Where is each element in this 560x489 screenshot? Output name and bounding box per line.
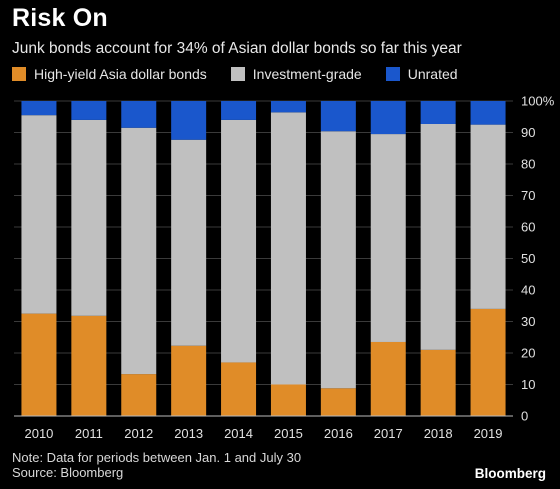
x-tick-label: 2013 xyxy=(174,426,203,441)
chart-title: Risk On xyxy=(12,4,108,32)
bar-segment-investment-grade xyxy=(420,123,456,350)
bar-segment-unrated xyxy=(71,101,107,120)
y-tick-label: 50 xyxy=(521,251,535,266)
y-tick-label: 40 xyxy=(521,283,535,298)
bar-segment-investment-grade xyxy=(470,124,506,309)
x-tick-label: 2011 xyxy=(75,426,103,441)
bar-segment-high-yield xyxy=(470,308,506,416)
legend-swatch-unrated xyxy=(385,67,400,81)
bar-segment-investment-grade xyxy=(221,119,257,363)
bar-segment-investment-grade xyxy=(370,134,406,342)
data-note: Note: Data for periods between Jan. 1 an… xyxy=(12,450,302,465)
bar-segment-high-yield xyxy=(21,313,57,416)
bar-segment-unrated xyxy=(370,101,406,135)
bar-segment-investment-grade xyxy=(171,139,207,346)
chart-subtitle: Junk bonds account for 34% of Asian doll… xyxy=(12,40,462,57)
y-tick-label: 20 xyxy=(521,346,535,361)
y-tick-label: 80 xyxy=(521,157,535,172)
y-tick-label: 10 xyxy=(521,377,535,392)
bar-segment-unrated xyxy=(21,101,57,116)
legend-label-unrated: Unrated xyxy=(407,66,458,82)
bar-segment-high-yield xyxy=(370,341,406,416)
bar-segment-unrated xyxy=(320,101,356,132)
bar-segment-high-yield xyxy=(270,384,306,416)
bar-segment-unrated xyxy=(171,101,207,140)
y-tick-label: 0 xyxy=(521,409,528,424)
bar-segment-unrated xyxy=(121,101,157,128)
x-tick-label: 2019 xyxy=(474,426,503,441)
bloomberg-logo: Bloomberg xyxy=(474,466,546,481)
footer-note: Note: Data for periods between Jan. 1 an… xyxy=(12,450,301,480)
bar-segment-high-yield xyxy=(221,362,257,416)
y-tick-label: 30 xyxy=(521,314,535,329)
legend-item-investment-grade: Investment-grade xyxy=(230,66,362,82)
x-tick-label: 2016 xyxy=(324,426,353,441)
bar-segment-high-yield xyxy=(71,315,107,416)
bar-segment-unrated xyxy=(420,101,456,124)
bar-segment-investment-grade xyxy=(121,127,157,375)
bar-segment-investment-grade xyxy=(320,131,356,389)
legend-item-unrated: Unrated xyxy=(385,66,458,82)
bar-segment-unrated xyxy=(270,101,306,113)
y-tick-label: 60 xyxy=(521,220,535,235)
legend-swatch-high-yield xyxy=(12,67,26,81)
x-tick-label: 2012 xyxy=(124,426,153,441)
legend: High-yield Asia dollar bonds Investment-… xyxy=(12,66,482,82)
bar-segment-high-yield xyxy=(420,349,456,416)
bar-segment-unrated xyxy=(470,101,506,125)
bar-segment-high-yield xyxy=(320,388,356,416)
bar-segment-unrated xyxy=(221,101,257,120)
x-tick-label: 2010 xyxy=(24,426,53,441)
legend-label-investment-grade: Investment-grade xyxy=(252,66,362,82)
bar-segment-investment-grade xyxy=(21,115,57,314)
legend-item-high-yield: High-yield Asia dollar bonds xyxy=(12,66,207,82)
y-tick-label: 90 xyxy=(521,125,535,140)
legend-label-high-yield: High-yield Asia dollar bonds xyxy=(34,66,207,82)
bar-segment-investment-grade xyxy=(71,119,107,316)
y-tick-label: 100% xyxy=(521,94,555,109)
source-note: Source: Bloomberg xyxy=(12,465,124,480)
x-tick-label: 2017 xyxy=(374,426,403,441)
x-tick-label: 2015 xyxy=(274,426,303,441)
y-tick-label: 70 xyxy=(521,188,535,203)
bar-segment-investment-grade xyxy=(270,112,306,385)
bar-segment-high-yield xyxy=(121,374,157,416)
legend-swatch-investment-grade xyxy=(230,67,245,81)
x-tick-label: 2018 xyxy=(424,426,453,441)
x-tick-label: 2014 xyxy=(224,426,253,441)
bar-segment-high-yield xyxy=(171,345,207,416)
